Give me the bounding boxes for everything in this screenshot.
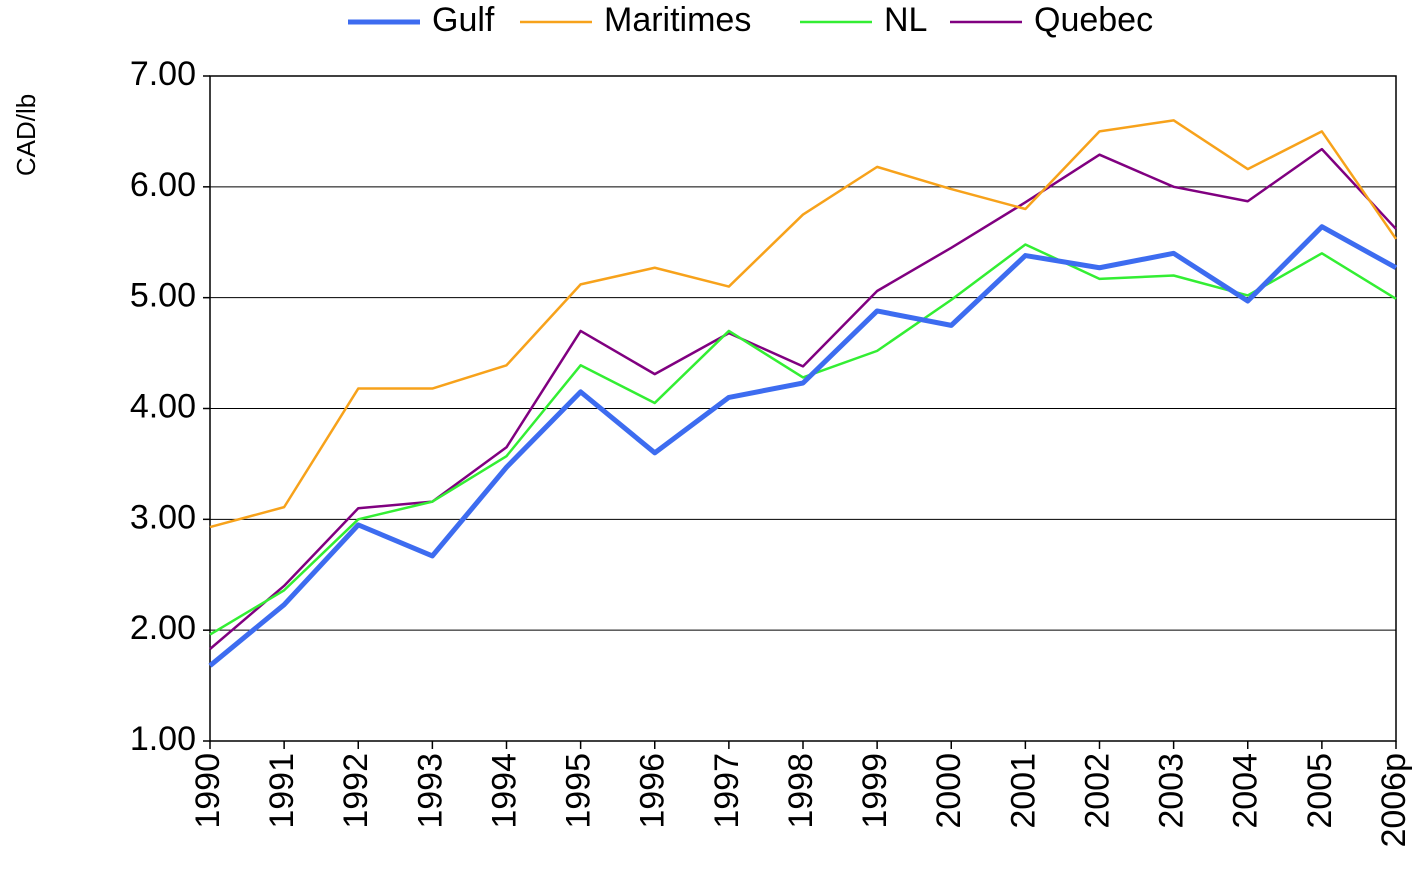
x-tick-label: 1990 xyxy=(189,753,227,829)
x-tick-label: 2004 xyxy=(1227,753,1265,829)
x-tick-label: 1995 xyxy=(560,753,598,829)
y-tick-label: 7.00 xyxy=(130,55,196,93)
x-tick-label: 1996 xyxy=(634,753,672,829)
legend-label: Quebec xyxy=(1034,1,1153,39)
x-tick-label: 2002 xyxy=(1078,753,1116,829)
x-tick-label: 2003 xyxy=(1153,753,1191,829)
series-line xyxy=(209,147,1397,650)
y-tick-label: 3.00 xyxy=(130,498,196,536)
x-tick-label: 1998 xyxy=(782,753,820,829)
y-axis-label: CAD/lb xyxy=(11,94,41,176)
y-tick-label: 5.00 xyxy=(130,277,196,315)
x-tick-label: 2000 xyxy=(930,753,968,829)
series-line xyxy=(209,243,1397,636)
x-tick-label: 1994 xyxy=(485,753,523,829)
legend-label: NL xyxy=(884,1,927,39)
x-tick-label: 2001 xyxy=(1004,753,1042,829)
y-tick-label: 6.00 xyxy=(130,166,196,204)
y-tick-label: 2.00 xyxy=(130,609,196,647)
series-line xyxy=(208,224,1398,668)
x-tick-label: 1992 xyxy=(337,753,375,829)
x-tick-label: 1999 xyxy=(856,753,894,829)
y-tick-label: 4.00 xyxy=(130,387,196,425)
legend-label: Maritimes xyxy=(604,1,751,39)
x-tick-label: 1997 xyxy=(708,753,746,829)
plot-border xyxy=(209,75,1397,742)
series-line xyxy=(209,119,1398,529)
y-tick-label: 1.00 xyxy=(130,720,196,758)
x-tick-label: 2005 xyxy=(1301,753,1339,829)
x-tick-label: 2006p xyxy=(1375,753,1413,848)
x-tick-label: 1991 xyxy=(263,753,301,829)
legend-label: Gulf xyxy=(432,1,495,39)
x-tick-label: 1993 xyxy=(411,753,449,829)
